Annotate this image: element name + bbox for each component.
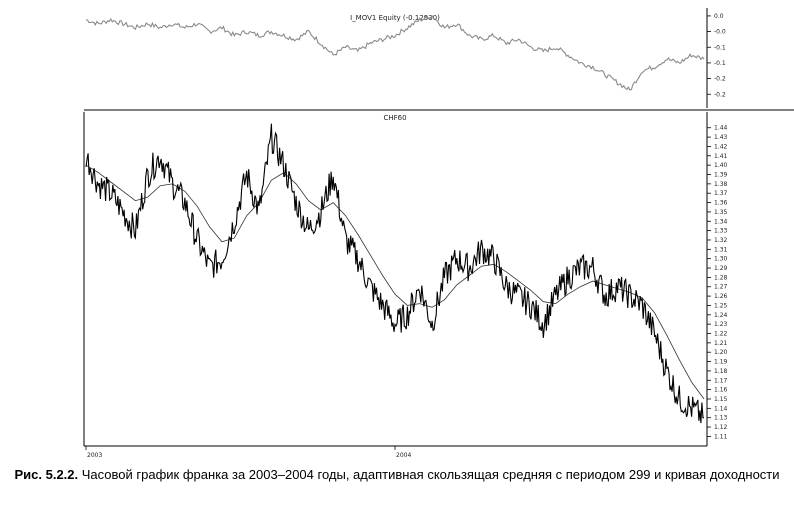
price-y-tick-label: 1.25 [714, 302, 728, 309]
price-y-tick-label: 1.31 [714, 246, 728, 253]
price-y-tick-label: 1.21 [714, 340, 728, 347]
price-y-tick-label: 1.32 [714, 237, 728, 244]
price-y-tick-label: 1.29 [714, 265, 728, 272]
price-y-tick-label: 1.37 [714, 190, 728, 197]
price-y-tick-label: 1.22 [714, 331, 728, 338]
price-y-tick-label: 1.16 [714, 387, 728, 394]
equity-y-tick-label: -0.1 [714, 44, 726, 51]
equity-panel: I_MOV1 Equity (-0.12930) 0.0 -0.0 -0.1 -0.1… [85, 8, 726, 108]
price-y-tick-label: 1.42 [714, 143, 728, 150]
equity-series-line [85, 15, 705, 91]
price-series-line [85, 123, 705, 424]
figure-caption: Рис. 5.2.2. Часовой график франка за 200… [0, 466, 794, 483]
price-y-tick-label: 1.41 [714, 153, 728, 160]
price-y-tick-label: 1.24 [714, 312, 728, 319]
price-x-tick-label: 2003 [87, 452, 102, 459]
price-y-tick-label: 1.30 [714, 256, 728, 263]
price-y-tick-label: 1.19 [714, 359, 728, 366]
price-panel: CHF60 1.441.431.421.411.401.391.381.371.… [83, 112, 728, 459]
price-x-ticks: 2003 2004 [85, 446, 411, 459]
equity-y-tick-label: -0.0 [714, 29, 726, 36]
price-y-tick-label: 1.38 [714, 181, 728, 188]
equity-ticks: 0.0 -0.0 -0.1 -0.1 -0.2 -0.2 [707, 13, 726, 98]
price-y-tick-label: 1.14 [714, 405, 728, 412]
price-y-tick-label: 1.33 [714, 228, 728, 235]
price-y-tick-label: 1.36 [714, 200, 728, 207]
equity-panel-title: I_MOV1 Equity (-0.12930) [350, 14, 440, 22]
price-y-tick-label: 1.39 [714, 172, 728, 179]
price-y-tick-label: 1.43 [714, 134, 728, 141]
price-panel-title: CHF60 [383, 114, 406, 122]
price-y-tick-label: 1.34 [714, 218, 728, 225]
price-y-tick-label: 1.26 [714, 293, 728, 300]
figure-caption-text: Часовой график франка за 2003–2004 годы,… [81, 467, 780, 482]
price-y-tick-label: 1.12 [714, 424, 728, 431]
price-x-tick-label: 2004 [396, 452, 411, 459]
moving-average-line [85, 164, 705, 400]
price-y-tick-label: 1.35 [714, 209, 728, 216]
price-y-tick-label: 1.44 [714, 125, 728, 132]
price-y-tick-label: 1.20 [714, 349, 728, 356]
equity-y-tick-label: -0.2 [714, 91, 726, 98]
price-y-tick-label: 1.27 [714, 284, 728, 291]
price-y-tick-label: 1.11 [714, 433, 728, 440]
equity-y-tick-label: -0.2 [714, 76, 726, 83]
price-y-tick-label: 1.18 [714, 368, 728, 375]
price-ticks: 1.44 1.43 1.42 1.41 1.40 1.39 1.38 1.37 1.36 1.35… [707, 125, 728, 440]
price-y-tick-label: 1.40 [714, 162, 728, 169]
price-y-tick-label: 1.23 [714, 321, 728, 328]
equity-y-tick-label: 0.0 [714, 13, 724, 20]
figure-chart: I_MOV1 Equity (-0.12930) 0.0 -0.0 -0.1 -0.1… [83, 8, 794, 459]
price-y-tick-label: 1.28 [714, 274, 728, 281]
price-y-tick-label: 1.13 [714, 415, 728, 422]
figure-label: Рис. 5.2.2. [14, 467, 79, 482]
equity-y-tick-label: -0.1 [714, 60, 726, 67]
price-y-tick-label: 1.15 [714, 396, 728, 403]
price-y-tick-label: 1.17 [714, 377, 728, 384]
